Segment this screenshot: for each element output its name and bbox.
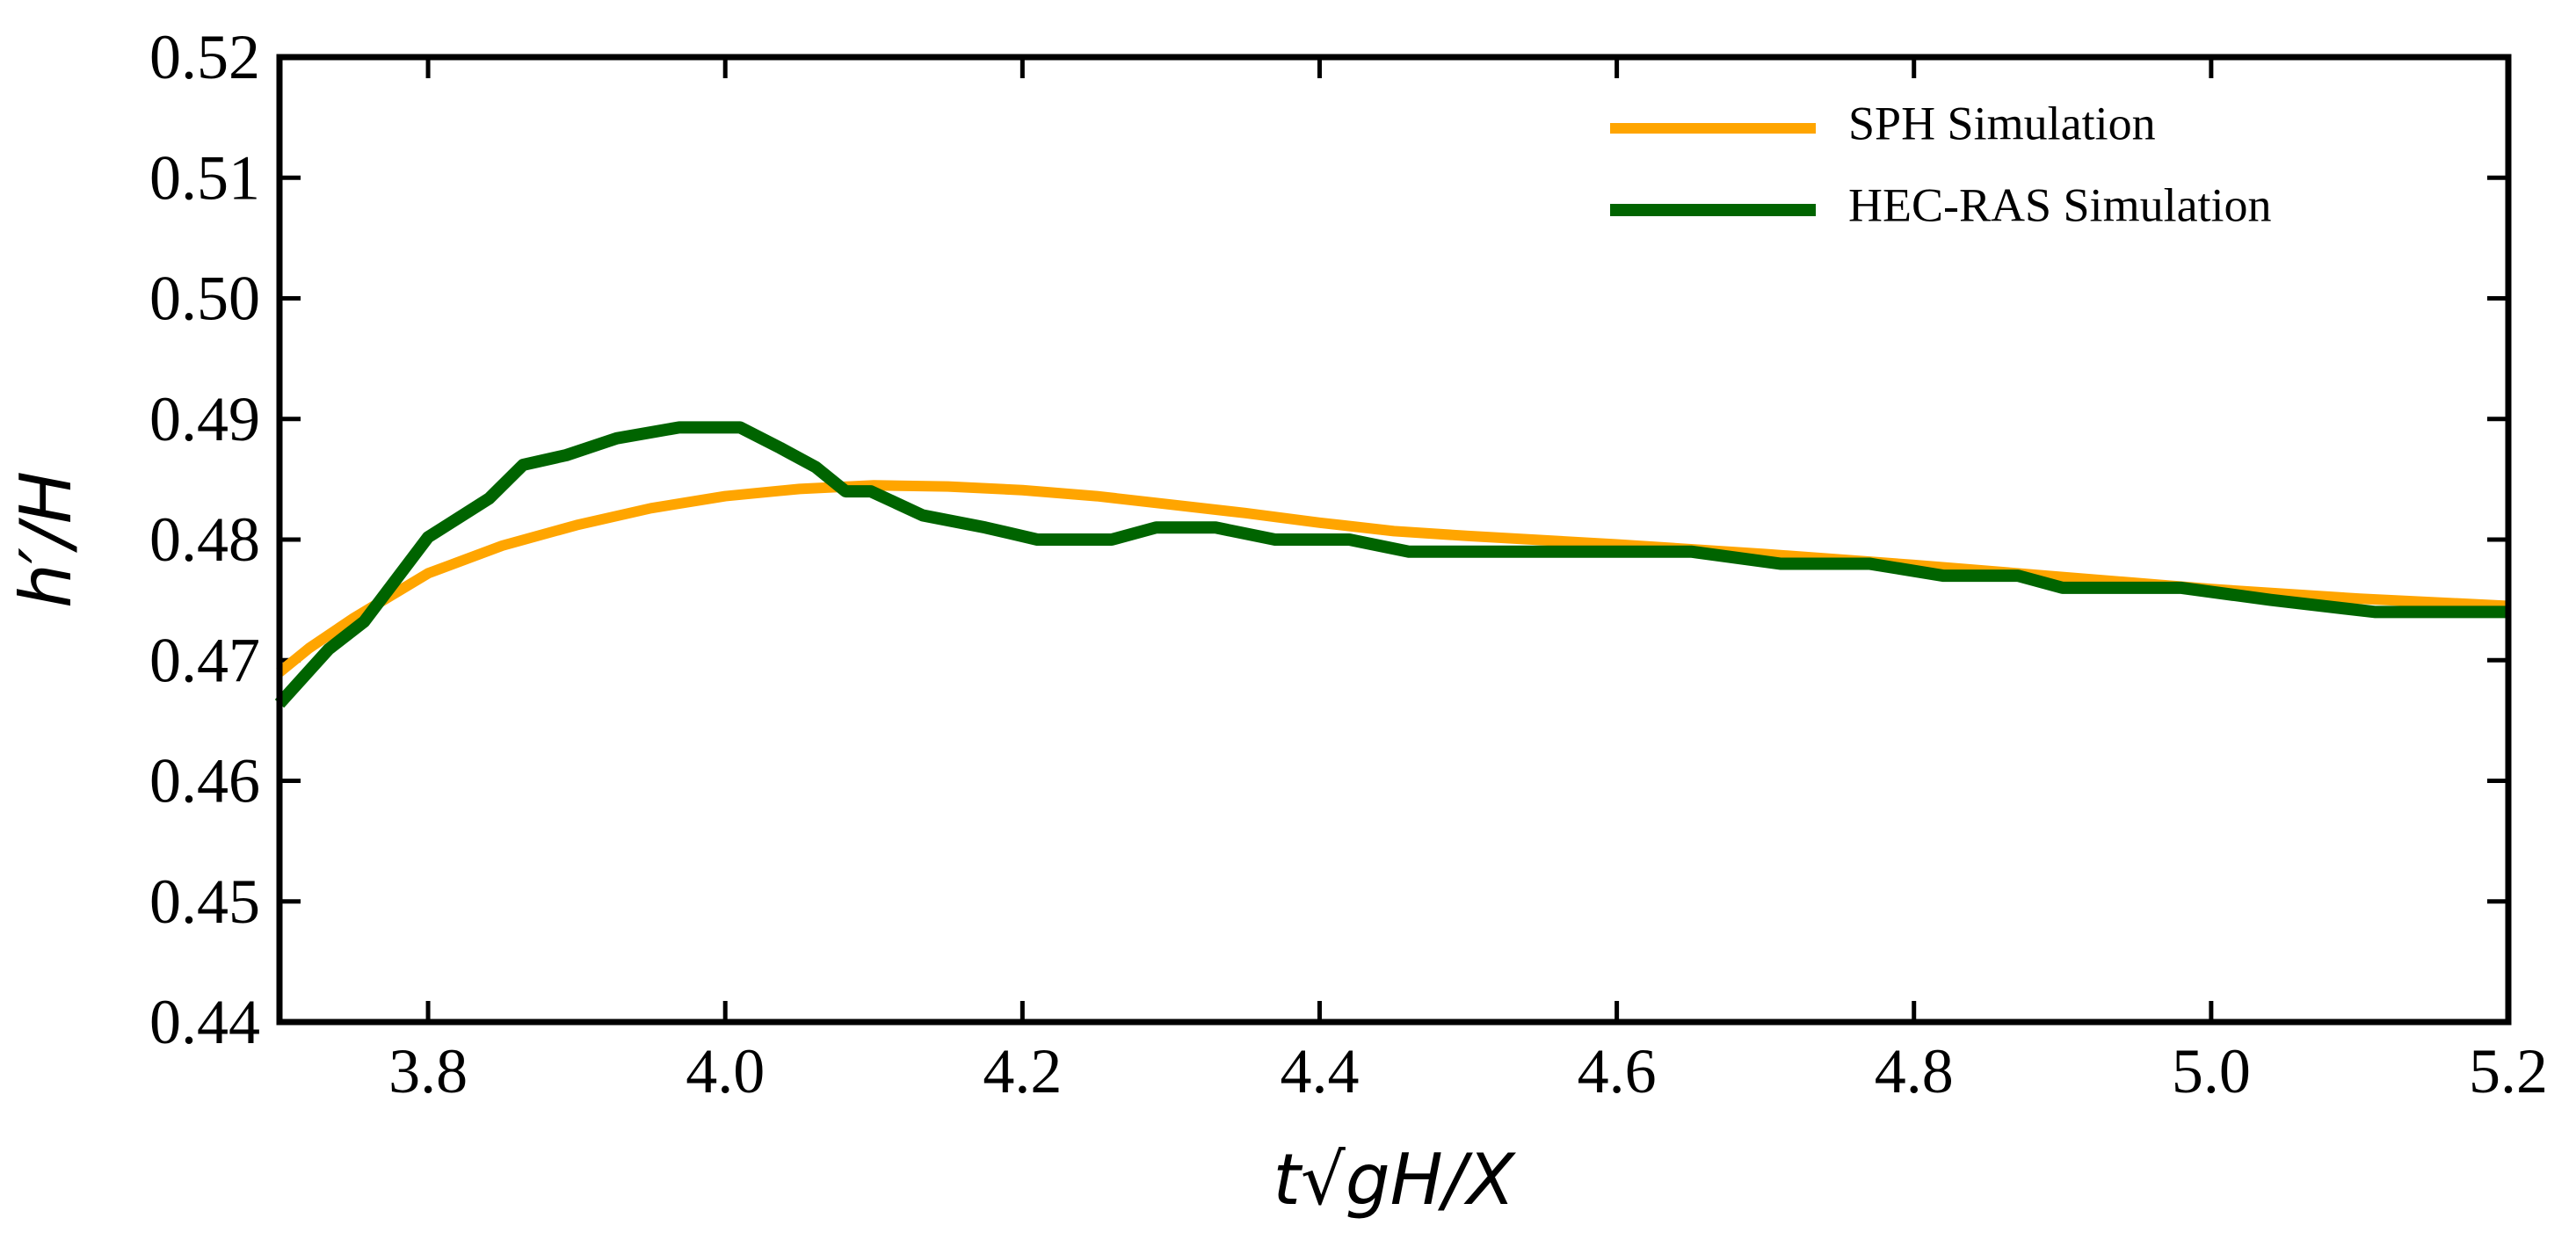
line-series	[274, 421, 2508, 708]
y-tick-label: 0.50	[149, 264, 260, 334]
x-tick-label: 3.8	[388, 1036, 468, 1106]
legend-label: HEC-RAS Simulation	[1848, 178, 2272, 231]
plot-frame	[276, 54, 2512, 1026]
legend-label: SPH Simulation	[1848, 97, 2156, 149]
x-axis-label: t√gH/X	[1273, 1139, 1516, 1221]
y-tick-label: 0.48	[149, 504, 260, 575]
line-series	[276, 480, 2509, 677]
y-tick-label: 0.49	[149, 384, 260, 454]
y-axis-label: h′/H	[5, 471, 87, 608]
x-tick-label: 5.2	[2469, 1036, 2548, 1106]
x-tick-label: 4.8	[1875, 1036, 1954, 1106]
x-tick-label: 4.0	[686, 1036, 765, 1106]
x-tick-label: 4.4	[1280, 1036, 1359, 1106]
y-tick-label: 0.45	[149, 866, 260, 937]
y-tick-label: 0.46	[149, 746, 260, 816]
x-tick-label: 4.6	[1578, 1036, 1657, 1106]
y-tick-label: 0.51	[149, 142, 260, 213]
y-tick-label: 0.44	[149, 987, 260, 1057]
y-tick-label: 0.47	[149, 625, 260, 695]
y-tick-label: 0.52	[149, 22, 260, 92]
x-tick-label: 5.0	[2172, 1036, 2251, 1106]
x-tick-label: 4.2	[983, 1036, 1062, 1106]
